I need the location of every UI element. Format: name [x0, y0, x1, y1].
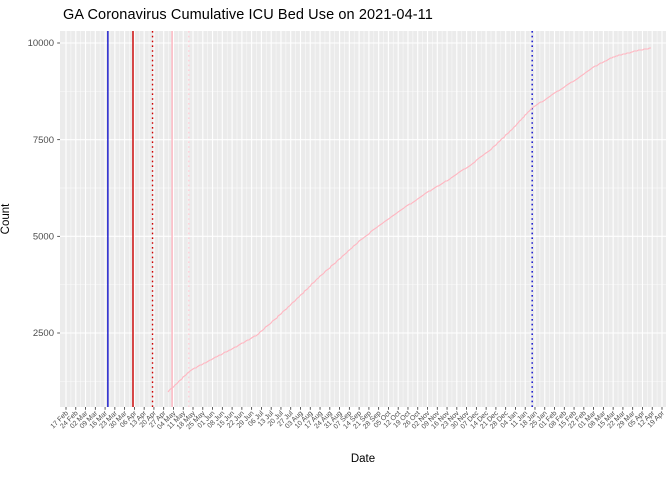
y-tick-label: 7500 [33, 135, 54, 146]
axis-ticks [57, 42, 663, 410]
series-cumulative-icu-bed-use [167, 47, 651, 393]
grid-major [60, 31, 666, 407]
y-tick-label: 5000 [33, 232, 54, 243]
y-tick-labels: 2500 5000 7500 10000 [28, 38, 54, 339]
panel-background [60, 31, 666, 407]
x-axis-title: Date [350, 453, 376, 465]
y-tick-label: 10000 [28, 38, 54, 49]
chart-title: GA Coronavirus Cumulative ICU Bed Use on… [63, 7, 433, 23]
y-tick-label: 2500 [33, 328, 54, 339]
